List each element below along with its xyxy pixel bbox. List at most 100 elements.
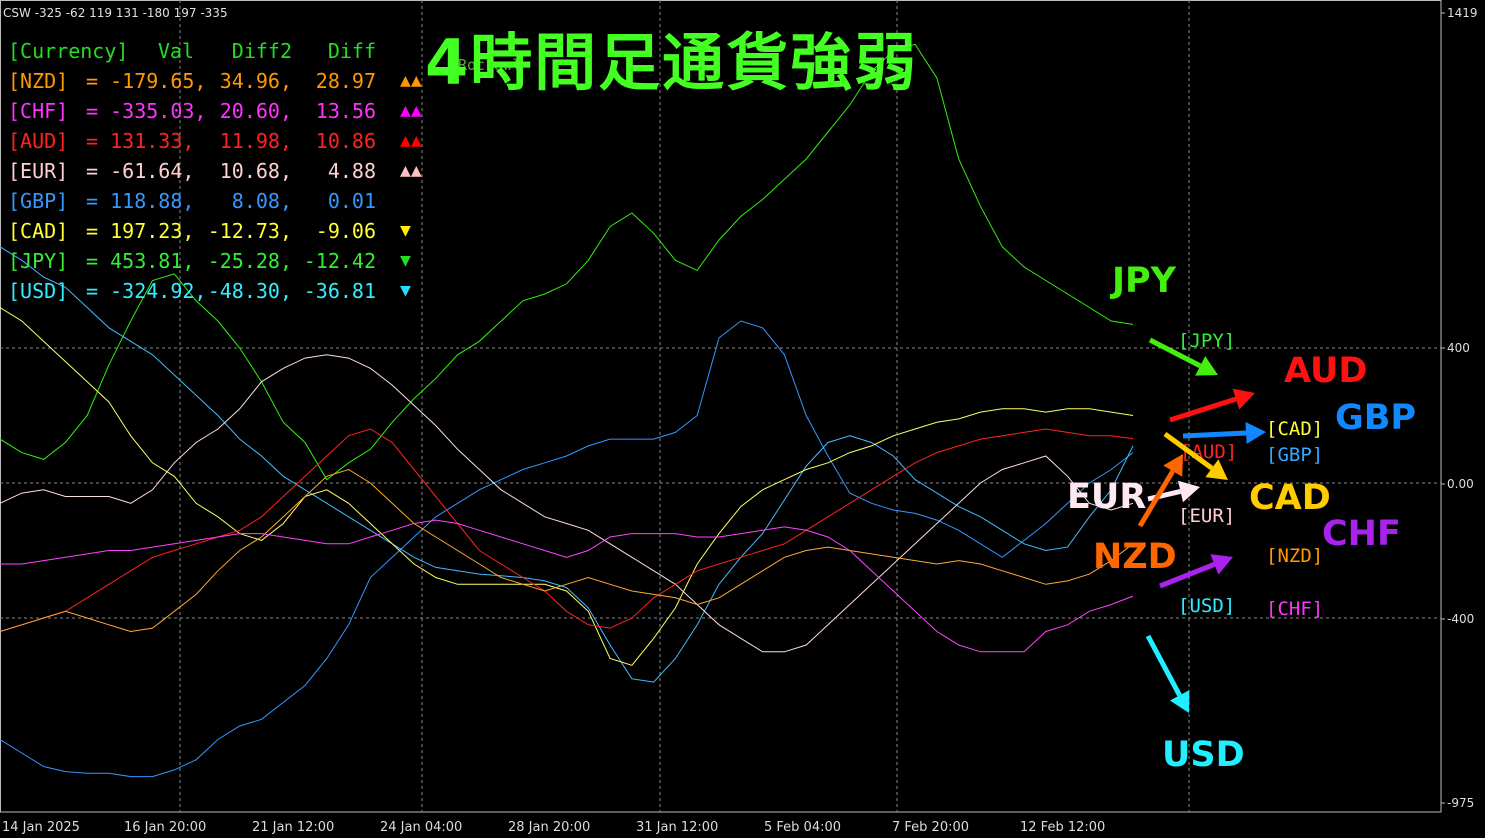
annotation-arrow-icon [1147, 489, 1182, 502]
annotation-label-usd: USD [1162, 735, 1245, 775]
cell-diff2: -12.73, [207, 219, 292, 243]
annotation-arrowhead-icon [1163, 454, 1183, 477]
cell-currency: [JPY] [8, 249, 69, 273]
x-tick-label: 21 Jan 12:00 [252, 820, 334, 835]
annotation-label-nzd: NZD [1093, 537, 1177, 577]
annotation-arrow-icon [1182, 430, 1247, 439]
series-line-nzd [0, 468, 1134, 633]
cell-diff2: 11.98, [219, 129, 292, 153]
cell-val: = -335.03, [74, 99, 207, 123]
page-title: 4時間足通貨強弱 [425, 26, 919, 99]
cell-val: = 197.23, [74, 219, 195, 243]
annotation-label-eur: EUR [1067, 477, 1146, 517]
cell-diff2: -48.30, [207, 279, 292, 303]
series-line-jpy [0, 43, 1134, 481]
header-diff: Diff [327, 39, 376, 63]
x-tick-label: 24 Jan 04:00 [380, 820, 462, 835]
trend-arrows-icon: ▲▲ [400, 160, 422, 181]
annotation-arrow-icon [1159, 562, 1216, 589]
cell-diff: 10.86 [315, 129, 376, 153]
annotation-arrow-icon [1137, 469, 1175, 528]
annotation-arrow-icon [1169, 396, 1237, 423]
x-tick-label: 14 Jan 2025 [2, 820, 80, 835]
series-line-eur [0, 354, 1134, 653]
annotation-label-chf: CHF [1322, 514, 1401, 554]
plot-frame [0, 0, 1442, 813]
annotation-arrowhead-icon [1210, 554, 1233, 575]
x-tick-label: 7 Feb 20:00 [892, 820, 969, 835]
cell-diff2: 8.08, [231, 189, 292, 213]
cell-val: = 453.81, [74, 249, 195, 273]
x-tick-label: 31 Jan 12:00 [636, 820, 718, 835]
trend-arrows-icon: ▼ [400, 220, 411, 241]
annotation-arrowhead-icon [1205, 459, 1228, 480]
annotation-arrowhead-icon [1195, 356, 1218, 376]
annotation-arrow-icon [1145, 634, 1182, 697]
line-end-label: [NZD] [1266, 545, 1323, 567]
cell-currency: [CHF] [8, 99, 69, 123]
table-row: [GBP] = 118.88, 8.08, 0.01 [8, 186, 460, 216]
trend-arrows-icon: ▲▲ [400, 130, 422, 151]
cell-diff2: 20.60, [219, 99, 292, 123]
cell-currency: [USD] [8, 279, 69, 303]
annotation-arrowhead-icon [1178, 480, 1200, 503]
cell-val: = -179.65, [74, 69, 207, 93]
cell-diff: 28.97 [315, 69, 376, 93]
cell-diff2: -25.28, [207, 249, 292, 273]
x-tick-label: 12 Feb 12:00 [1020, 820, 1105, 835]
table-row: [USD] = -324.92, -48.30, -36.81 ▼ [8, 276, 460, 306]
y-tick-label: 1419 [1447, 6, 1478, 20]
y-tick-label: -400 [1447, 612, 1474, 626]
series-line-chf [0, 519, 1134, 653]
trend-arrows-icon: ▲▲ [400, 100, 422, 121]
trend-arrows-icon: ▼ [400, 280, 411, 301]
cell-currency: [AUD] [8, 129, 69, 153]
series-line-aud [0, 428, 1134, 632]
cell-diff: 0.01 [327, 189, 376, 213]
cell-diff: -12.42 [303, 249, 376, 273]
cell-currency: [NZD] [8, 69, 69, 93]
x-tick-label: 28 Jan 20:00 [508, 820, 590, 835]
trend-arrows-icon: ▼ [400, 250, 411, 271]
line-end-label: [CAD] [1266, 418, 1323, 440]
cell-diff: 4.88 [327, 159, 376, 183]
annotation-arrowhead-icon [1245, 421, 1266, 444]
table-row: [CAD] = 197.23, -12.73, -9.06 ▼ [8, 216, 460, 246]
table-row: [JPY] = 453.81, -25.28, -12.42 ▼ [8, 246, 460, 276]
indicator-header: CSW -325 -62 119 131 -180 197 -335 [3, 6, 228, 20]
annotation-arrowhead-icon [1169, 690, 1190, 713]
header-diff2: Diff2 [231, 39, 292, 63]
cell-val: = 118.88, [74, 189, 195, 213]
y-tick-label: 0.00 [1447, 477, 1474, 491]
series-line-cad [0, 307, 1134, 666]
cell-val: = -324.92, [74, 279, 207, 303]
line-end-label: [GBP] [1266, 444, 1323, 466]
y-tick-label: 400 [1447, 341, 1470, 355]
y-tick-label: -975 [1447, 796, 1474, 810]
cell-diff: -9.06 [315, 219, 376, 243]
legend-fragment: Rockawl [458, 56, 521, 74]
series-line-usd [0, 320, 1134, 778]
trend-arrows-icon [376, 186, 460, 216]
annotation-arrow-icon [1163, 431, 1214, 471]
x-tick-label: 5 Feb 04:00 [764, 820, 841, 835]
table-row: [AUD] = 131.33, 11.98, 10.86 ▲▲ [8, 126, 460, 156]
x-tick-label: 16 Jan 20:00 [124, 820, 206, 835]
cell-diff: -36.81 [303, 279, 376, 303]
series-line-gbp [0, 246, 1134, 683]
table-row: [NZD] = -179.65, 34.96, 28.97 ▲▲ [8, 66, 460, 96]
annotation-arrow-icon [1148, 337, 1202, 369]
trend-arrows-icon: ▲▲ [400, 70, 422, 91]
line-end-label: [CHF] [1266, 598, 1323, 620]
annotation-label-cad: CAD [1249, 478, 1331, 518]
line-end-label: [USD] [1178, 595, 1235, 617]
cell-diff2: 34.96, [219, 69, 292, 93]
table-row: [EUR] = -61.64, 10.68, 4.88 ▲▲ [8, 156, 460, 186]
cell-val: = 131.33, [74, 129, 195, 153]
line-end-label: [JPY] [1178, 330, 1235, 352]
header-val: Val [157, 39, 194, 63]
cell-diff: 13.56 [315, 99, 376, 123]
annotation-label-jpy: JPY [1110, 261, 1177, 301]
line-end-label: [EUR] [1178, 505, 1235, 527]
